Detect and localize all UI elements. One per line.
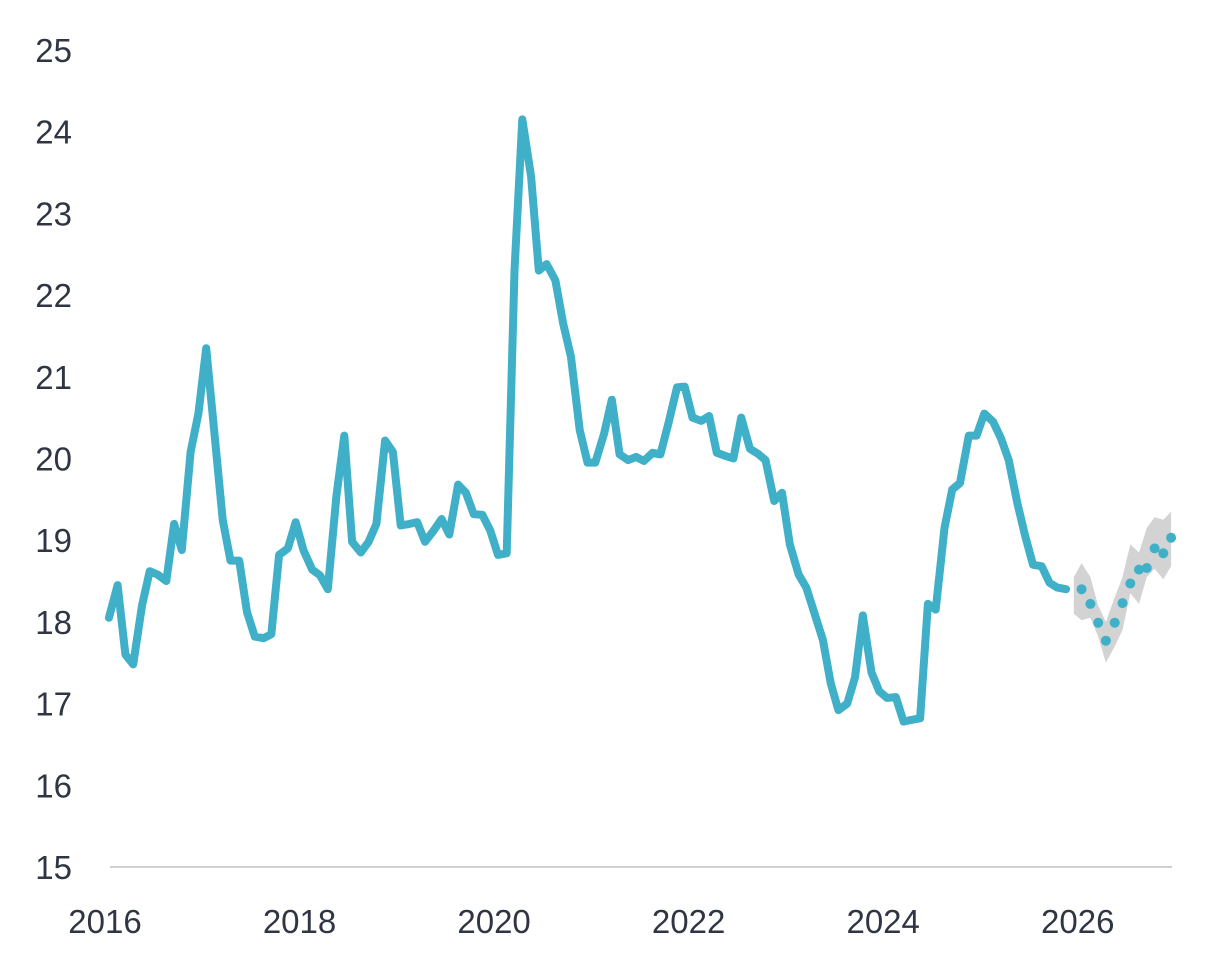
forecast-point — [1093, 617, 1104, 628]
y-tick-label: 17 — [35, 686, 72, 723]
forecast-confidence-band — [1073, 511, 1172, 663]
y-tick-label: 24 — [35, 114, 72, 151]
y-tick-label: 20 — [35, 441, 72, 478]
forecast-dots-layer — [1076, 532, 1177, 646]
forecast-point — [1117, 598, 1128, 609]
forecast-point — [1134, 564, 1144, 575]
x-tick-label: 2026 — [1041, 903, 1114, 940]
y-tick-label: 16 — [35, 767, 72, 804]
forecast-point — [1158, 548, 1169, 559]
forecast-band-layer — [1073, 511, 1172, 663]
actual-series-line — [104, 115, 1071, 726]
forecast-point — [1166, 532, 1177, 543]
y-tick-label: 22 — [35, 277, 72, 314]
x-tick-label: 2020 — [457, 903, 530, 940]
forecast-point — [1149, 543, 1160, 554]
y-tick-label: 23 — [35, 195, 72, 232]
forecast-point — [1100, 635, 1111, 646]
x-axis-ticks: 2016 2018 2020 2022 2024 2026 — [68, 903, 1114, 940]
forecast-point — [1125, 578, 1136, 589]
y-axis-ticks: 15 16 17 18 19 20 21 22 23 24 25 — [35, 32, 72, 886]
y-tick-label: 21 — [35, 359, 72, 396]
x-tick-label: 2016 — [68, 903, 141, 940]
forecast-point — [1109, 617, 1120, 628]
forecast-point — [1141, 563, 1152, 573]
x-tick-label: 2024 — [846, 903, 919, 940]
y-tick-label: 19 — [35, 522, 72, 559]
forecast-point — [1076, 584, 1087, 595]
forecast-point — [1085, 598, 1096, 609]
actual-line-layer — [104, 115, 1071, 726]
y-tick-label: 18 — [35, 604, 72, 641]
x-tick-label: 2022 — [652, 903, 725, 940]
y-tick-label: 15 — [35, 849, 72, 886]
x-tick-label: 2018 — [263, 903, 336, 940]
y-tick-label: 25 — [35, 32, 72, 69]
